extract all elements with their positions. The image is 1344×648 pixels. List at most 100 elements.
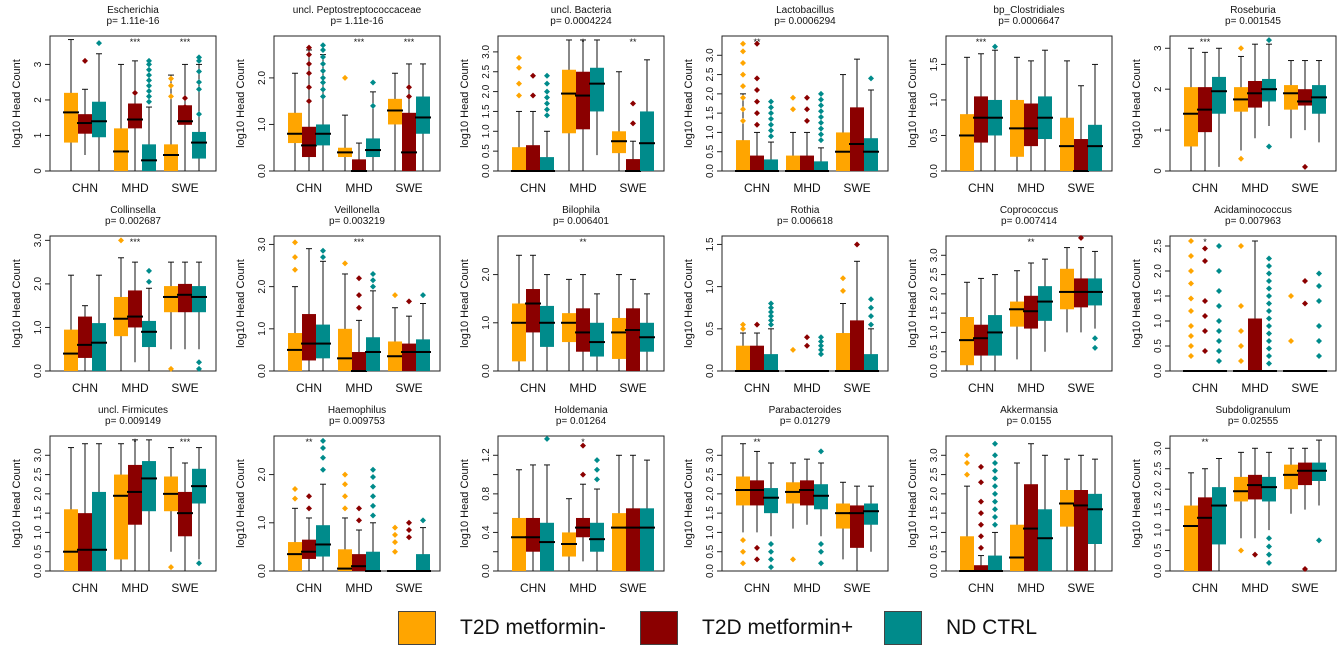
outlier-point (768, 317, 774, 324)
outlier-point (992, 475, 998, 482)
panel-haemophilus: Haemophilus p= 0.009753 0.0 1.0 2.0 log10 Hea… (224, 400, 448, 600)
box-nd-swe (863, 296, 879, 372)
y-tick-label: 1.0 (33, 525, 44, 539)
box-body (590, 522, 604, 552)
outlier-point (530, 92, 536, 99)
outlier-point (306, 70, 312, 77)
y-tick-label: 0.5 (705, 144, 716, 158)
box-body (78, 513, 92, 571)
y-tick-label: 0.0 (481, 364, 492, 378)
outlier-point (740, 106, 746, 113)
x-group-label: CHN (520, 381, 546, 395)
y-tick-label: 0.0 (929, 564, 940, 578)
box-nm-mhd (1009, 56, 1025, 171)
significance-marker: ** (1201, 437, 1209, 447)
outlier-point (370, 473, 376, 480)
y-tick-label: 1 (1153, 127, 1164, 133)
outlier-point (818, 342, 824, 349)
outlier-point (342, 505, 348, 512)
box-body (302, 126, 316, 158)
box-pm-chn (973, 53, 989, 171)
y-tick-label: 2.0 (33, 486, 44, 500)
outlier-point (544, 100, 550, 107)
outlier-point (964, 460, 970, 466)
y-tick-label: 2.0 (481, 267, 492, 281)
y-tick-label: 2.0 (929, 286, 940, 300)
box-nm-swe (387, 72, 403, 171)
box-body (178, 283, 192, 313)
box-body (114, 128, 128, 171)
box-body (338, 549, 352, 571)
outlier-point (1188, 323, 1194, 329)
box-nm-mhd (113, 237, 129, 371)
box-nd-mhd (1261, 255, 1277, 372)
outlier-point (754, 544, 760, 551)
outlier-point (1238, 303, 1244, 309)
outlier-point (978, 544, 984, 551)
outlier-point (740, 560, 746, 567)
box-nm-swe (835, 275, 851, 372)
outlier-point (1238, 243, 1244, 249)
box-nm-swe (163, 447, 179, 571)
x-group-label: MHD (569, 381, 597, 395)
x-group-label: MHD (1017, 181, 1045, 195)
panel-p-value: p= 0.007963 (1225, 216, 1281, 227)
box-body (1060, 490, 1074, 527)
x-group-label: CHN (744, 581, 770, 595)
y-tick-label: 0.0 (929, 364, 940, 378)
significance-marker: ** (753, 437, 761, 447)
outlier-point (370, 102, 376, 109)
outlier-point (818, 119, 824, 126)
significance-marker: *** (976, 37, 987, 47)
outlier-point (1266, 551, 1272, 558)
box-nd-mhd (1261, 37, 1277, 150)
outlier-point (306, 60, 312, 67)
y-tick-label: 0.0 (481, 564, 492, 578)
outlier-point (840, 287, 846, 294)
outlier-point (1216, 243, 1222, 249)
box-body (1262, 476, 1276, 502)
outlier-point (804, 106, 810, 113)
box-body (416, 554, 430, 571)
outlier-point (1266, 353, 1272, 359)
outlier-point (818, 96, 824, 103)
y-tick-label: 2.0 (33, 277, 44, 291)
box-nm-mhd (561, 498, 577, 571)
box-body (540, 305, 554, 347)
box-nm-chn (287, 486, 303, 571)
box-body (764, 354, 778, 371)
outlier-point (392, 292, 398, 299)
outlier-point (370, 512, 376, 519)
y-tick-label: 3.0 (33, 448, 44, 462)
box-body (526, 517, 540, 552)
box-body (316, 124, 330, 146)
outlier-point (768, 127, 774, 134)
outlier-point (320, 86, 326, 93)
box-body (316, 324, 330, 359)
box-body (316, 525, 330, 557)
box-body (1212, 76, 1226, 114)
outlier-point (146, 66, 152, 73)
outlier-point (1266, 338, 1272, 344)
outlier-point (320, 46, 326, 53)
box-pm-mhd (1247, 240, 1263, 372)
outlier-point (1266, 255, 1272, 262)
significance-marker: *** (404, 37, 415, 47)
y-tick-label: 1.0 (705, 125, 716, 139)
box-pm-mhd (127, 261, 143, 363)
outlier-point (1202, 245, 1208, 252)
box-body (366, 551, 380, 571)
outlier-point (1188, 238, 1194, 244)
significance-marker: *** (130, 37, 141, 47)
outlier-point (978, 479, 984, 486)
y-tick-label: 2.0 (481, 84, 492, 98)
box-nd-mhd (589, 39, 605, 156)
box-pm-mhd (1023, 60, 1039, 171)
outlier-point (1316, 323, 1322, 329)
outlier-point (168, 93, 174, 100)
outlier-point (392, 524, 398, 531)
box-body (750, 345, 764, 371)
box-nd-mhd (365, 466, 381, 572)
